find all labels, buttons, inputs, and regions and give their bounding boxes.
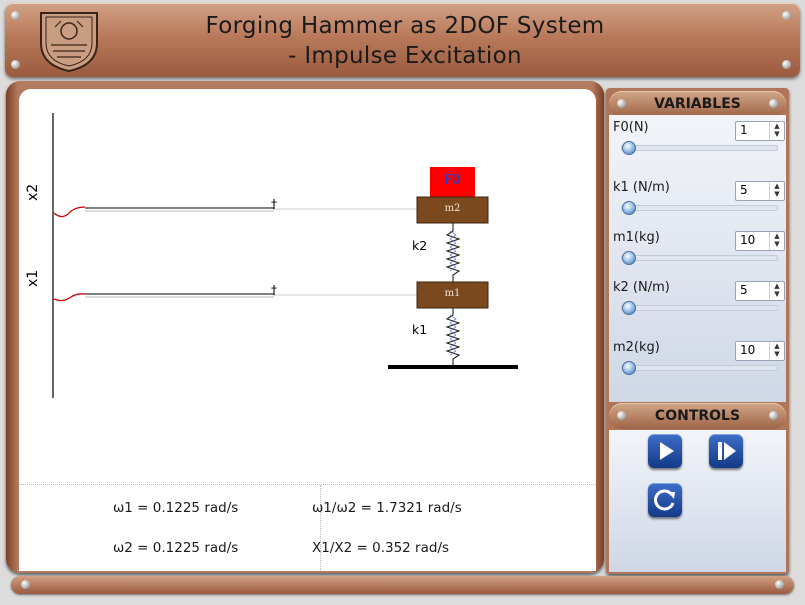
rivet-icon [769,411,778,420]
spring-k2-label: k2 [412,238,428,253]
x1-response-trace [53,293,86,302]
force-indicator [430,167,475,197]
force-label: F0 [444,173,461,188]
system-diagram [52,113,518,398]
rivet-icon [617,411,626,420]
var-label-f0: F0(N) [613,120,649,135]
k1-slider[interactable] [621,205,778,211]
omega2-readout: ω2 = 0.1225 rad/s [113,540,239,556]
spinner-arrows-icon[interactable]: ▲ ▼ [769,342,784,360]
controls-box [609,430,786,572]
mass-m2-label: m2 [444,203,461,214]
rivet-icon [769,99,778,108]
spinner-arrows-icon[interactable]: ▲ ▼ [769,232,784,250]
spring-k2-highlight [449,230,457,272]
results-panel: ω1 = 0.1225 rad/s ω2 = 0.1225 rad/s ω1/ω… [19,484,596,571]
m2-stepper[interactable]: 10 ▲ ▼ [735,341,785,361]
spring-k2 [445,223,461,285]
m2-slider[interactable] [621,365,778,371]
x2-marker: † [271,197,277,211]
spinner-arrows-icon[interactable]: ▲ ▼ [769,122,784,140]
axis-label-x2: x2 [25,183,41,201]
f0-slider[interactable] [621,145,778,151]
spinner-arrows-icon[interactable]: ▲ ▼ [769,282,784,300]
variables-heading: VARIABLES [654,96,741,112]
rivet-icon [21,580,30,589]
amplitude-ratio-readout: X1/X2 = 0.352 rad/s [312,540,450,556]
spring-k1-label: k1 [412,322,428,337]
status-bar [11,576,794,594]
rivet-icon [11,60,20,69]
x1-marker: † [271,283,277,297]
m1-stepper[interactable]: 10 ▲ ▼ [735,231,785,251]
k2-stepper[interactable]: 5 ▲ ▼ [735,281,785,301]
var-label-m1: m1(kg) [613,230,660,245]
reset-button[interactable] [648,483,682,517]
results-divider [320,485,321,571]
play-button[interactable] [648,434,682,468]
step-button[interactable] [709,434,743,468]
reset-icon [654,489,675,511]
mass-m1-label: m1 [444,288,461,299]
f0-value: 1 [740,123,748,137]
controls-heading: CONTROLS [654,408,741,424]
title-bar: Forging Hammer as 2DOF System - Impulse … [5,3,800,77]
rivet-icon [775,580,784,589]
variables-header: VARIABLES [609,91,786,117]
omega1-readout: ω1 = 0.1225 rad/s [113,500,239,516]
k1-slider-thumb[interactable] [622,201,636,215]
k2-slider[interactable] [621,305,778,311]
simulation-canvas: x2 x1 † † F0 m2 m1 k2 k1 [19,89,596,484]
frequency-ratio-readout: ω1/ω2 = 1.7321 rad/s [312,500,462,516]
rivet-icon [617,99,626,108]
m2-slider-thumb[interactable] [622,361,636,375]
k1-value: 5 [740,183,748,197]
play-icon [660,442,674,460]
k2-value: 5 [740,283,748,297]
spring-k1-highlight [449,314,457,356]
mass-m2 [416,196,489,224]
rivet-icon [782,11,791,20]
page-subtitle: - Impulse Excitation [288,43,522,69]
x2-response-trace [53,206,86,218]
spinner-arrows-icon[interactable]: ▲ ▼ [769,182,784,200]
rivet-icon [11,11,20,20]
step-forward-icon [718,442,736,460]
var-label-m2: m2(kg) [613,340,660,355]
m1-value: 10 [740,233,756,247]
k2-slider-thumb[interactable] [622,301,636,315]
f0-stepper[interactable]: 1 ▲ ▼ [735,121,785,141]
var-label-k1: k1 (N/m) [613,180,670,195]
controls-header: CONTROLS [609,403,786,429]
rivet-icon [782,60,791,69]
axis-label-x1: x1 [25,269,41,287]
ground-base [388,365,518,369]
m1-slider[interactable] [621,255,778,261]
institute-logo-icon [40,12,98,73]
m2-value: 10 [740,343,756,357]
k1-stepper[interactable]: 5 ▲ ▼ [735,181,785,201]
f0-slider-thumb[interactable] [622,141,636,155]
page-title: Forging Hammer as 2DOF System [205,13,605,39]
var-label-k2: k2 (N/m) [613,280,670,295]
m1-slider-thumb[interactable] [622,251,636,265]
